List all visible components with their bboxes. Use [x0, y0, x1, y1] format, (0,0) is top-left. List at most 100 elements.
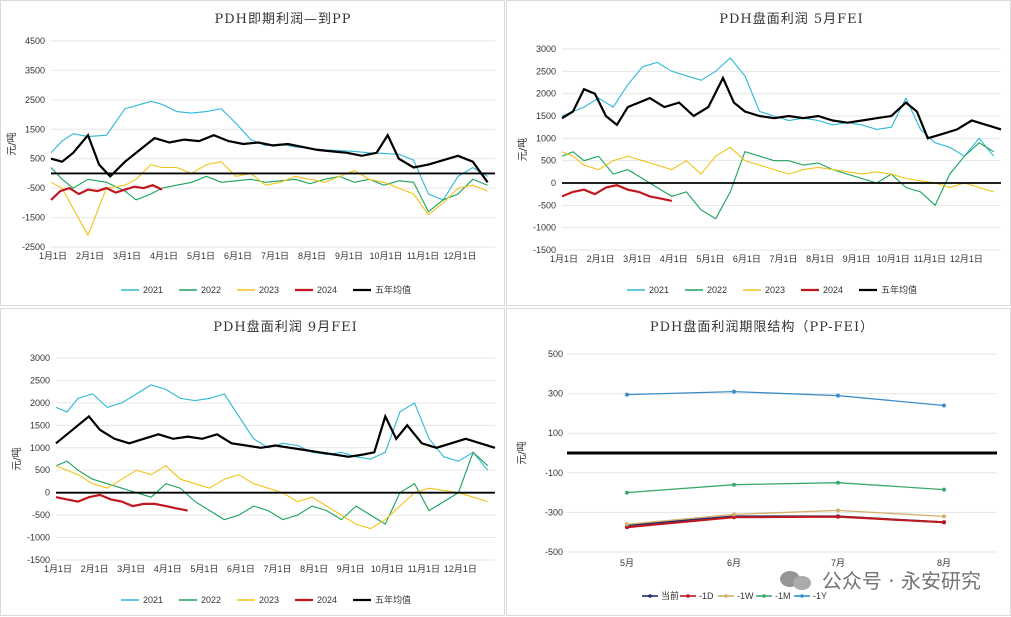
x-tick-label: 5月1日 — [187, 251, 215, 261]
x-tick-label: 10月1日 — [877, 254, 910, 264]
x-tick-label: 7月1日 — [261, 251, 289, 261]
y-tick-label: -100 — [545, 468, 563, 478]
chart-title: PDH盘面利润 9月FEI — [213, 319, 358, 335]
chart-title: PDH盘面利润 5月FEI — [719, 11, 864, 27]
x-tick-label: 3月1日 — [113, 251, 141, 261]
legend-label-4: 五年均值 — [375, 594, 411, 605]
x-tick-label: 11月1日 — [914, 254, 946, 264]
x-tick-label: 7月1日 — [769, 254, 797, 264]
series-point-1-0 — [625, 525, 629, 530]
x-tick-label: 9月1日 — [843, 254, 871, 264]
legend-label-3: 2024 — [823, 285, 843, 295]
watermark-text: 公众号 · 永安研究 — [821, 569, 981, 593]
series-line-0 — [50, 100, 488, 201]
legend-marker-0 — [648, 594, 652, 598]
y-axis-label: 元/吨 — [10, 447, 23, 470]
series-line-1 — [50, 167, 488, 213]
x-tick-label: 6月1日 — [227, 564, 255, 574]
y-tick-label: 500 — [30, 154, 45, 164]
legend-label-0: 2021 — [649, 285, 669, 295]
legend-label-2: 2023 — [765, 285, 785, 295]
x-tick-label: 6月1日 — [224, 251, 252, 261]
series-point-3-1 — [732, 482, 736, 487]
spot-profit-chart: PDH即期利润—到PP 4500 3500 2500 1500 500 -500 -1500 -… — [5, 12, 495, 295]
legend-label-1: 2022 — [201, 595, 221, 605]
y-axis-label: 元/吨 — [516, 138, 529, 161]
chart-title: PDH盘面利润期限结构（PP-FEI） — [650, 319, 874, 335]
y-axis-label: 元/吨 — [5, 132, 18, 155]
chart-panel-spot-profit: PDH即期利润—到PP 4500 3500 2500 1500 500 -500 -1500 -… — [0, 0, 505, 306]
y-tick-label: 1000 — [536, 133, 556, 143]
series-line-0 — [55, 384, 489, 471]
y-tick-label: 3000 — [536, 44, 556, 54]
y-tick-label: -2500 — [22, 242, 45, 252]
series-line-1 — [55, 451, 489, 525]
y-tick-label: 4500 — [25, 36, 45, 46]
legend-marker-1 — [686, 594, 690, 598]
y-tick-label: -500 — [538, 200, 556, 210]
series-line-2 — [626, 509, 945, 525]
wechat-icon — [779, 569, 814, 591]
series-point-2-0 — [625, 522, 629, 527]
x-tick-label: 6月 — [727, 558, 741, 568]
term-structure-chart: PDH盘面利润期限结构（PP-FEI） 500 300 100 -100 -300 -500… — [515, 319, 997, 601]
x-tick-label: 4月1日 — [660, 254, 688, 264]
series-point-4-0 — [625, 392, 629, 397]
y-tick-label: 0 — [45, 488, 50, 498]
y-tick-label: -500 — [545, 547, 563, 557]
x-tick-label: 1月1日 — [550, 254, 578, 264]
series-line-3 — [50, 184, 163, 201]
series-line-4 — [626, 390, 945, 407]
x-tick-label: 1月1日 — [39, 251, 67, 261]
series-line-1 — [561, 142, 994, 220]
legend-label-4: 五年均值 — [881, 284, 917, 295]
x-tick-label: 6月1日 — [733, 254, 761, 264]
legend-label-1: 2022 — [707, 285, 727, 295]
chart-panel-term-structure: PDH盘面利润期限结构（PP-FEI） 500 300 100 -100 -300 -500… — [506, 308, 1011, 616]
chart-title: PDH即期利润—到PP — [214, 12, 351, 27]
legend-label-0: 2021 — [143, 285, 163, 295]
series-point-1-3 — [942, 520, 946, 525]
x-tick-label: 12月1日 — [443, 251, 476, 261]
series-point-2-2 — [836, 508, 840, 513]
x-tick-label: 11月1日 — [407, 251, 439, 261]
series-line-2 — [50, 161, 488, 237]
y-tick-label: 2500 — [25, 95, 45, 105]
y-tick-label: -1000 — [27, 533, 50, 543]
series-line-3 — [626, 482, 945, 494]
may-fei-chart: PDH盘面利润 5月FEI 3000 2500 2000 1500 1000 500 0 -50… — [516, 11, 1002, 295]
x-tick-label: 5月1日 — [190, 564, 218, 574]
legend-label-4: 五年均值 — [375, 284, 411, 295]
y-tick-label: 3500 — [25, 65, 45, 75]
series-point-1-2 — [836, 514, 840, 519]
y-tick-label: -1500 — [533, 245, 556, 255]
series-point-1-1 — [732, 515, 736, 520]
legend-label-4: -1Y — [813, 591, 827, 601]
y-tick-label: 1500 — [30, 420, 50, 430]
y-tick-label: -1000 — [533, 223, 556, 233]
y-tick-label: 2000 — [536, 89, 556, 99]
series-line-3 — [561, 184, 673, 202]
x-tick-label: 10月1日 — [369, 251, 402, 261]
y-tick-label: -500 — [32, 510, 50, 520]
legend-label-2: 2023 — [259, 285, 279, 295]
chart-panel-sep-fei: PDH盘面利润 9月FEI 3000 2500 2000 1500 1000 500 0 -50… — [0, 308, 505, 616]
legend-label-3: -1M — [775, 591, 791, 601]
x-tick-label: 4月1日 — [154, 564, 182, 574]
y-tick-label: 1000 — [30, 443, 50, 453]
x-tick-label: 8月1日 — [298, 251, 326, 261]
x-tick-label: 7月 — [831, 558, 845, 568]
legend-marker-2 — [724, 594, 728, 598]
y-axis-label: 元/吨 — [515, 441, 528, 464]
legend-marker-4 — [800, 594, 804, 598]
legend-label-1: -1D — [699, 591, 714, 601]
series-line-1 — [626, 515, 945, 529]
series-point-4-2 — [836, 393, 840, 398]
series-point-3-0 — [625, 490, 629, 495]
x-tick-label: 8月 — [937, 558, 951, 568]
x-tick-label: 5月 — [620, 558, 634, 568]
y-tick-label: -300 — [545, 507, 563, 517]
y-tick-label: -1500 — [27, 555, 50, 565]
x-tick-label: 4月1日 — [150, 251, 178, 261]
x-tick-label: 8月1日 — [300, 564, 328, 574]
